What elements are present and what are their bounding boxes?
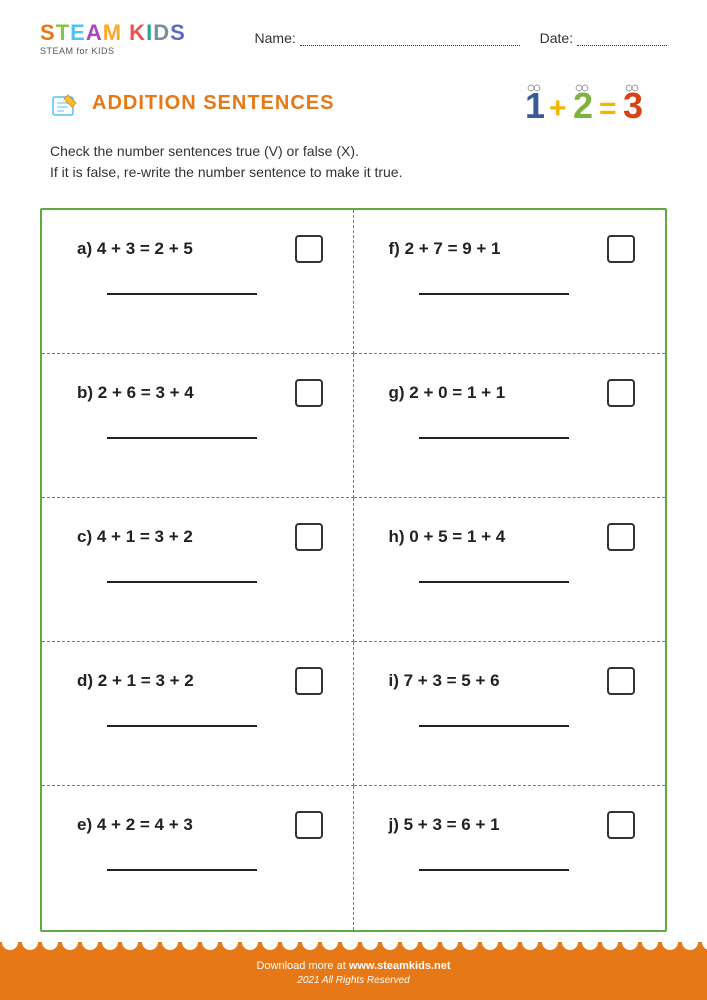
svg-text:=: = (599, 92, 617, 125)
problem-f: f) 2 + 7 = 9 + 1 (354, 210, 666, 354)
checkbox-f[interactable] (607, 235, 635, 263)
footer-url: www.steamkids.net (349, 960, 451, 972)
name-field: Name: (255, 30, 520, 46)
name-date-fields: Name: Date: (186, 30, 667, 46)
problem-d: d) 2 + 1 = 3 + 2 (42, 642, 354, 786)
answer-line-i[interactable] (419, 725, 569, 727)
instructions: Check the number sentences true (V) or f… (0, 136, 707, 198)
numbers-decoration: 1 + 2 = 3 (517, 76, 657, 131)
logo-sub: STEAM for KIDS (40, 46, 186, 56)
logo: STEAM KIDS STEAM for KIDS (40, 20, 186, 56)
answer-line-h[interactable] (419, 581, 569, 583)
problem-c: c) 4 + 1 = 3 + 2 (42, 498, 354, 642)
title-row: ADDITION SENTENCES 1 + 2 = 3 (0, 66, 707, 136)
footer-download: Download more at www.steamkids.net (0, 960, 707, 972)
problem-b: b) 2 + 6 = 3 + 4 (42, 354, 354, 498)
footer-copyright: 2021 All Rights Reserved (0, 975, 707, 986)
answer-line-d[interactable] (107, 725, 257, 727)
problem-g: g) 2 + 0 = 1 + 1 (354, 354, 666, 498)
checkbox-c[interactable] (295, 523, 323, 551)
checkbox-e[interactable] (295, 811, 323, 839)
footer-scallop (0, 942, 707, 952)
problems-box: a) 4 + 3 = 2 + 5 f) 2 + 7 = 9 + 1 b) 2 +… (40, 208, 667, 932)
answer-line-j[interactable] (419, 869, 569, 871)
pencil-note-icon (50, 89, 80, 119)
problem-a: a) 4 + 3 = 2 + 5 (42, 210, 354, 354)
problem-h: h) 0 + 5 = 1 + 4 (354, 498, 666, 642)
worksheet-title: ADDITION SENTENCES (92, 92, 505, 115)
answer-line-g[interactable] (419, 437, 569, 439)
problem-i: i) 7 + 3 = 5 + 6 (354, 642, 666, 786)
problem-j: j) 5 + 3 = 6 + 1 (354, 786, 666, 930)
answer-line-a[interactable] (107, 293, 257, 295)
checkbox-a[interactable] (295, 235, 323, 263)
problems-grid: a) 4 + 3 = 2 + 5 f) 2 + 7 = 9 + 1 b) 2 +… (42, 210, 665, 930)
checkbox-j[interactable] (607, 811, 635, 839)
svg-text:1: 1 (525, 85, 545, 126)
svg-text:+: + (549, 92, 567, 125)
checkbox-g[interactable] (607, 379, 635, 407)
problem-e: e) 4 + 2 = 4 + 3 (42, 786, 354, 930)
instruction-line-1: Check the number sentences true (V) or f… (50, 141, 657, 162)
checkbox-i[interactable] (607, 667, 635, 695)
checkbox-h[interactable] (607, 523, 635, 551)
date-line[interactable] (577, 32, 667, 46)
logo-main: STEAM KIDS (40, 20, 186, 46)
svg-text:3: 3 (623, 85, 643, 126)
answer-line-c[interactable] (107, 581, 257, 583)
header: STEAM KIDS STEAM for KIDS Name: Date: (0, 0, 707, 66)
footer: Download more at www.steamkids.net 2021 … (0, 950, 707, 1000)
checkbox-b[interactable] (295, 379, 323, 407)
name-line[interactable] (300, 32, 520, 46)
answer-line-e[interactable] (107, 869, 257, 871)
answer-line-f[interactable] (419, 293, 569, 295)
instruction-line-2: If it is false, re-write the number sent… (50, 162, 657, 183)
svg-text:2: 2 (573, 85, 593, 126)
answer-line-b[interactable] (107, 437, 257, 439)
checkbox-d[interactable] (295, 667, 323, 695)
date-field: Date: (540, 30, 667, 46)
